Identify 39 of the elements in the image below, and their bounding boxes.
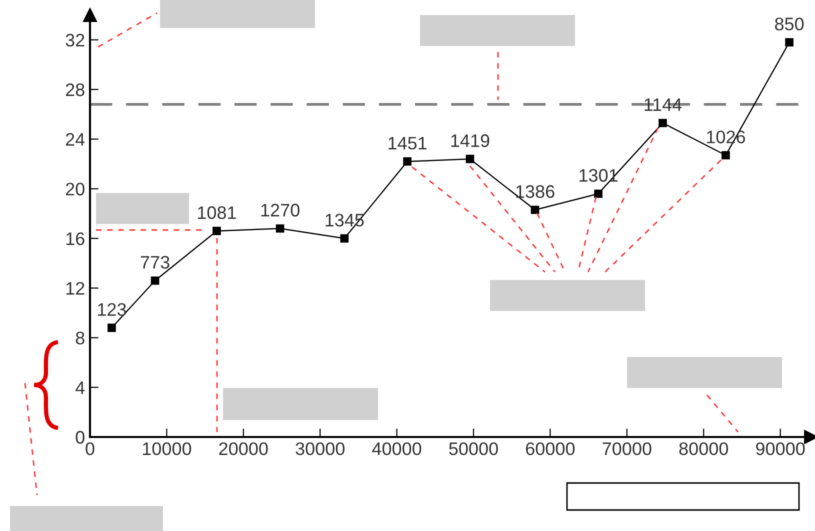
x-tick-label: 70000	[602, 442, 652, 456]
annotation: 773	[140, 256, 170, 269]
point	[212, 226, 221, 236]
point	[340, 234, 349, 243]
annotation: 1081	[198, 206, 236, 220]
x-tick-label: 50000	[449, 442, 498, 456]
point	[466, 154, 474, 164]
annotation: 1451	[388, 136, 427, 150]
y-tick-label: 0	[76, 430, 84, 444]
point	[722, 151, 730, 160]
y-tick-label: 20	[66, 182, 84, 196]
y-tick-label: 12	[66, 282, 84, 295]
point	[785, 38, 794, 46]
x-tick-label: 0	[86, 442, 94, 456]
x-tick-label: 90000	[756, 442, 805, 456]
point	[108, 324, 116, 332]
y-tick-label: 28	[66, 83, 84, 96]
point	[594, 190, 602, 198]
y-tick-label: 32	[66, 34, 84, 47]
x-tick-label: 60000	[526, 442, 575, 456]
annotation: 1386	[516, 185, 554, 198]
point	[276, 224, 284, 233]
y-tick-label: 16	[66, 232, 84, 246]
y-tick-label: 4	[76, 381, 85, 394]
annotation: 1419	[451, 134, 490, 148]
point	[403, 157, 412, 166]
x-tick-label: 40000	[372, 442, 422, 456]
x-tick-label: 20000	[219, 442, 268, 456]
x-tick-label: 30000	[296, 442, 345, 456]
point	[658, 118, 667, 128]
point	[150, 276, 160, 285]
point	[530, 206, 540, 214]
annotation: 1270	[261, 204, 300, 217]
y-tick-label: 8	[76, 332, 84, 344]
annotation: 123	[98, 303, 126, 316]
y-tick-label: 24	[66, 133, 85, 146]
x-tick-label: 80000	[679, 442, 728, 456]
x-tick-label: 10000	[142, 442, 192, 456]
annotation: 850	[775, 18, 804, 30]
